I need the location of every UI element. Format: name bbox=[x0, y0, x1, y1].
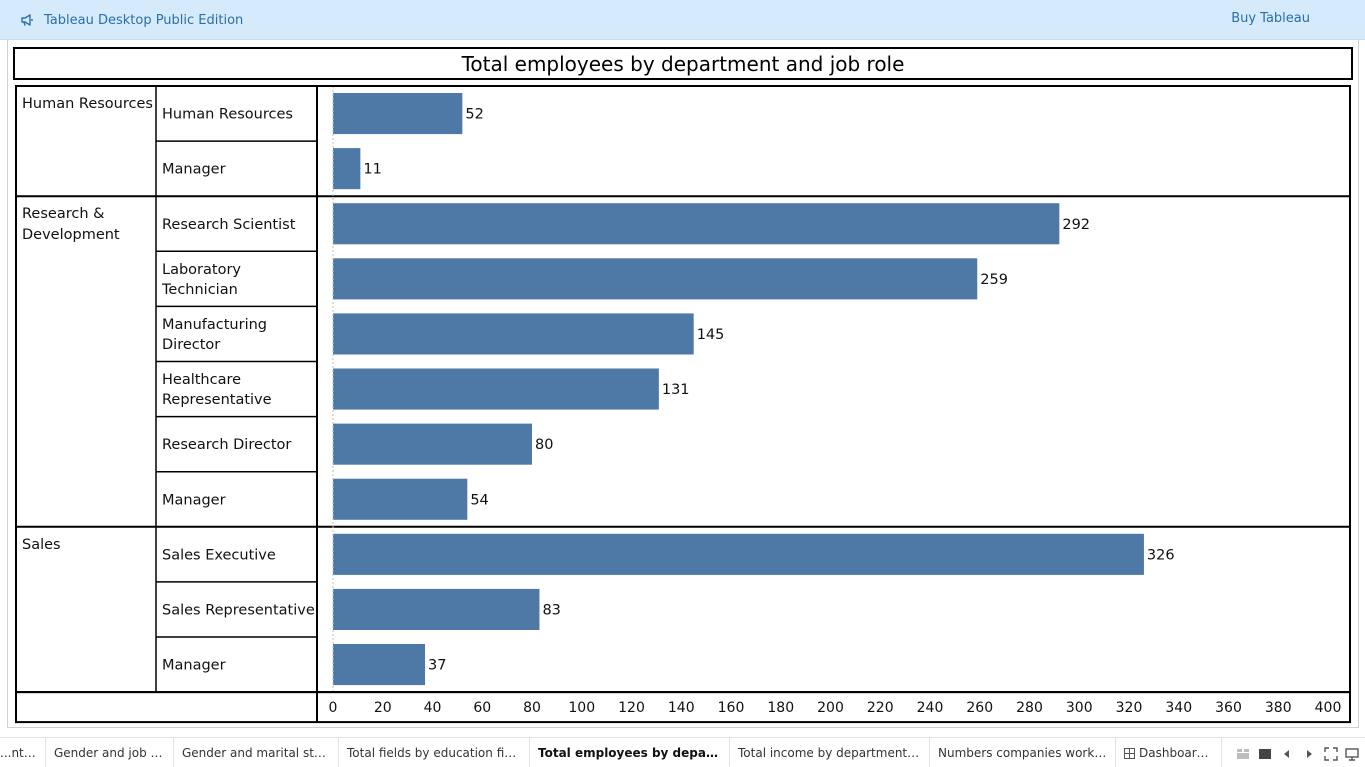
bar bbox=[333, 478, 468, 520]
bar bbox=[333, 148, 361, 190]
bar bbox=[333, 588, 540, 630]
x-tick-label: 240 bbox=[917, 700, 944, 716]
bar-value-label: 326 bbox=[1147, 547, 1175, 563]
bar-value-label: 83 bbox=[542, 602, 560, 618]
job-role-label: Manufacturing Director bbox=[162, 317, 267, 353]
megaphone-icon bbox=[21, 14, 33, 26]
dashboard-icon bbox=[1124, 748, 1135, 759]
bar bbox=[333, 93, 463, 135]
x-tick-label: 400 bbox=[1315, 700, 1342, 716]
tab-dashboard-1[interactable]: Dashboard 1 bbox=[1116, 738, 1222, 767]
job-role-label: Laboratory Technician bbox=[161, 262, 241, 298]
bar-value-label: 131 bbox=[662, 382, 690, 398]
job-role-label: Research Scientist bbox=[162, 217, 296, 233]
job-role-label: Manager bbox=[162, 162, 226, 178]
bar bbox=[333, 203, 1060, 245]
top-bar: Tableau Desktop Public Edition Buy Table… bbox=[0, 0, 1365, 40]
tab-gender-and-marital-status[interactable]: Gender and marital status bbox=[174, 738, 339, 767]
chart-area: Human Resources 52 Manager 11 Human Resource… bbox=[14, 84, 1352, 724]
show-filmstrip-icon[interactable] bbox=[1236, 747, 1250, 761]
show-tabs-icon[interactable] bbox=[1258, 747, 1272, 761]
fullscreen-icon[interactable] bbox=[1324, 747, 1338, 761]
bar bbox=[333, 313, 694, 355]
edition-label: Tableau Desktop Public Edition bbox=[44, 12, 244, 28]
job-role-label: Sales Executive bbox=[162, 547, 276, 563]
bar-value-label: 80 bbox=[535, 437, 553, 453]
department-label: Human Resources bbox=[22, 96, 153, 112]
previous-sheet-icon[interactable] bbox=[1280, 747, 1294, 761]
job-role-label: Manager bbox=[162, 492, 226, 508]
job-role-label: Sales Representative bbox=[162, 602, 315, 618]
bar bbox=[333, 258, 978, 300]
sheet-tabs-bar: ...nt and ... Gender and job role Gender… bbox=[0, 737, 1365, 767]
tab-total-fields-by-education[interactable]: Total fields by education fields bbox=[339, 738, 530, 767]
x-tick-label: 160 bbox=[718, 700, 745, 716]
x-axis-border bbox=[15, 691, 1351, 724]
presentation-mode-icon[interactable] bbox=[1345, 747, 1359, 761]
view-frame bbox=[7, 40, 1359, 728]
x-tick-label: 220 bbox=[867, 700, 894, 716]
bar-chart: Human Resources 52 Manager 11 Human Resource… bbox=[15, 85, 1351, 724]
job-role-label: Research Director bbox=[162, 437, 291, 453]
edition-banner: Tableau Desktop Public Edition bbox=[20, 11, 243, 29]
x-tick-label: 180 bbox=[767, 700, 794, 716]
job-role-label: Manager bbox=[162, 658, 226, 674]
x-tick-label: 320 bbox=[1116, 700, 1143, 716]
x-tick-label: 80 bbox=[523, 700, 541, 716]
x-tick-label: 380 bbox=[1265, 700, 1292, 716]
department-label: Sales bbox=[22, 537, 61, 553]
x-tick-label: 100 bbox=[568, 700, 595, 716]
x-tick-label: 0 bbox=[329, 700, 338, 716]
bar-value-label: 37 bbox=[428, 658, 446, 674]
x-tick-label: 140 bbox=[668, 700, 695, 716]
bar bbox=[333, 533, 1144, 575]
x-tick-label: 280 bbox=[1016, 700, 1043, 716]
dashboard-tab-label: Dashboard 1 bbox=[1139, 746, 1216, 760]
tab-numbers-companies-work-for[interactable]: Numbers companies work for bbox=[930, 738, 1116, 767]
bar-value-label: 259 bbox=[980, 272, 1008, 288]
tab-total-income-by-department[interactable]: Total income by department an... bbox=[730, 738, 930, 767]
bar-value-label: 145 bbox=[697, 327, 725, 343]
x-tick-label: 20 bbox=[374, 700, 392, 716]
bar bbox=[333, 423, 532, 465]
tab-sheet-1[interactable]: ...nt and ... bbox=[0, 738, 46, 767]
bar-value-label: 52 bbox=[465, 107, 483, 123]
bar-value-label: 11 bbox=[363, 162, 381, 178]
x-tick-label: 120 bbox=[618, 700, 645, 716]
next-sheet-icon[interactable] bbox=[1302, 747, 1316, 761]
bar bbox=[333, 368, 659, 410]
x-tick-label: 60 bbox=[473, 700, 491, 716]
sheet-title: Total employees by department and job ro… bbox=[13, 47, 1353, 80]
x-tick-label: 40 bbox=[424, 700, 442, 716]
buy-tableau-link[interactable]: Buy Tableau bbox=[1231, 11, 1310, 26]
tab-gender-and-job-role[interactable]: Gender and job role bbox=[46, 738, 174, 767]
x-tick-label: 360 bbox=[1215, 700, 1242, 716]
x-tick-label: 300 bbox=[1066, 700, 1093, 716]
job-role-label: Healthcare Representative bbox=[162, 372, 272, 408]
bar bbox=[333, 644, 426, 686]
x-tick-label: 200 bbox=[817, 700, 844, 716]
x-tick-label: 340 bbox=[1165, 700, 1192, 716]
job-role-label: Human Resources bbox=[162, 107, 293, 123]
bar-value-label: 292 bbox=[1062, 217, 1090, 233]
bar-value-label: 54 bbox=[470, 492, 488, 508]
department-label: Research & Development bbox=[22, 206, 120, 243]
x-tick-label: 260 bbox=[966, 700, 993, 716]
tab-total-employees-by-department[interactable]: Total employees by departmen... bbox=[530, 738, 730, 767]
